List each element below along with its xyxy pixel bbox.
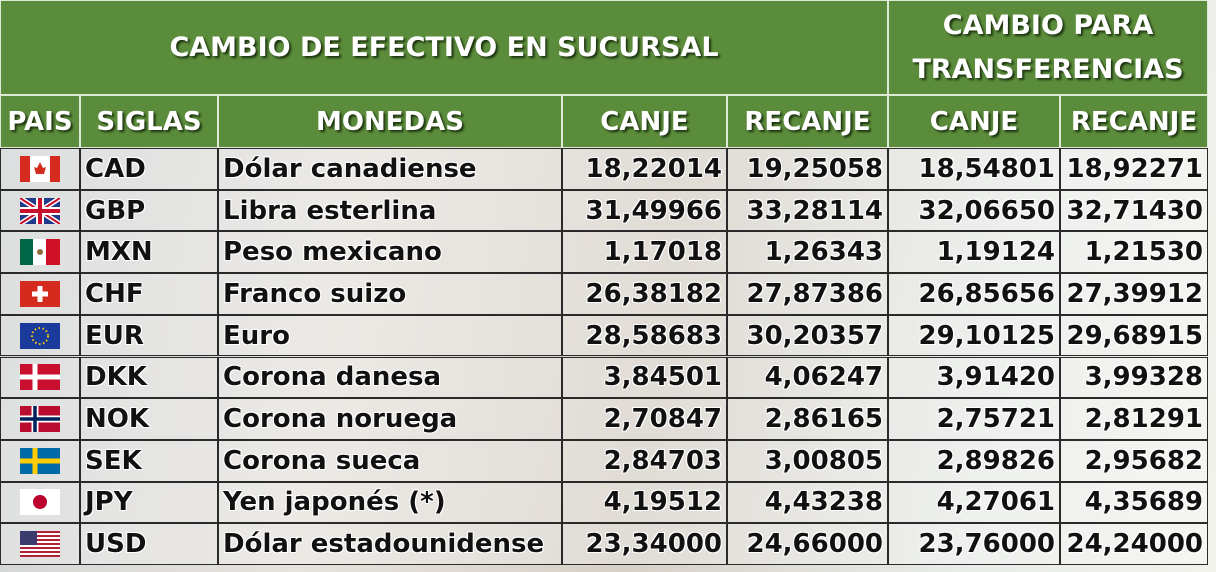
flag bbox=[20, 489, 60, 516]
rate-value: 4,27061 bbox=[888, 481, 1060, 524]
flag bbox=[20, 322, 60, 349]
rate-value: 2,81291 bbox=[1060, 398, 1208, 440]
rate-value: 1,26343 bbox=[727, 231, 888, 274]
column-header: RECANJE bbox=[1060, 95, 1208, 148]
flag-icon bbox=[0, 523, 80, 565]
flag-icon bbox=[0, 231, 80, 274]
currency-name: Corona noruega bbox=[218, 398, 562, 440]
rate-value: 29,10125 bbox=[888, 314, 1060, 357]
flag-icon bbox=[0, 314, 80, 357]
rate-value: 3,84501 bbox=[562, 356, 727, 399]
rate-value: 1,17018 bbox=[562, 231, 727, 274]
rate-value: 26,38182 bbox=[562, 273, 727, 315]
rate-value: 18,22014 bbox=[562, 148, 727, 190]
currency-name: Dólar canadiense bbox=[218, 148, 562, 190]
flag bbox=[20, 364, 60, 391]
currency-name: Dólar estadounidense bbox=[218, 523, 562, 565]
rate-value: 30,20357 bbox=[727, 314, 888, 357]
rate-value: 2,89826 bbox=[888, 439, 1060, 482]
currency-code: NOK bbox=[80, 398, 218, 440]
rate-value: 19,25058 bbox=[727, 148, 888, 190]
currency-code: EUR bbox=[80, 314, 218, 357]
currency-name: Corona danesa bbox=[218, 356, 562, 399]
rate-value: 31,49966 bbox=[562, 189, 727, 232]
flag-icon bbox=[0, 189, 80, 232]
flag-icon bbox=[0, 398, 80, 440]
rate-value: 24,66000 bbox=[727, 523, 888, 565]
column-header: CANJE bbox=[888, 95, 1060, 148]
section-title: CAMBIO DE EFECTIVO EN SUCURSAL bbox=[0, 0, 888, 95]
rate-value: 18,92271 bbox=[1060, 148, 1208, 190]
currency-code: CAD bbox=[80, 148, 218, 190]
flag-icon bbox=[0, 481, 80, 524]
rate-value: 3,99328 bbox=[1060, 356, 1208, 399]
currency-name: Peso mexicano bbox=[218, 231, 562, 274]
flag-icon bbox=[0, 148, 80, 190]
column-header: PAIS bbox=[0, 95, 80, 148]
currency-name: Euro bbox=[218, 314, 562, 357]
rate-value: 1,19124 bbox=[888, 231, 1060, 274]
column-header: SIGLAS bbox=[80, 95, 218, 148]
rate-value: 3,91420 bbox=[888, 356, 1060, 399]
flag bbox=[20, 197, 60, 224]
column-header: RECANJE bbox=[727, 95, 888, 148]
rate-value: 2,84703 bbox=[562, 439, 727, 482]
rate-value: 4,19512 bbox=[562, 481, 727, 524]
rate-value: 28,58683 bbox=[562, 314, 727, 357]
rate-value: 32,06650 bbox=[888, 189, 1060, 232]
currency-code: SEK bbox=[80, 439, 218, 482]
rate-value: 33,28114 bbox=[727, 189, 888, 232]
rate-value: 18,54801 bbox=[888, 148, 1060, 190]
flag-icon bbox=[0, 273, 80, 315]
flag bbox=[20, 447, 60, 474]
rate-value: 2,95682 bbox=[1060, 439, 1208, 482]
currency-name: Franco suizo bbox=[218, 273, 562, 315]
rate-value: 23,76000 bbox=[888, 523, 1060, 565]
flag bbox=[20, 406, 60, 433]
section-title: CAMBIO PARA TRANSFERENCIAS bbox=[888, 0, 1208, 95]
rate-value: 2,86165 bbox=[727, 398, 888, 440]
rate-value: 27,87386 bbox=[727, 273, 888, 315]
rate-value: 2,75721 bbox=[888, 398, 1060, 440]
rate-value: 32,71430 bbox=[1060, 189, 1208, 232]
rate-value: 27,39912 bbox=[1060, 273, 1208, 315]
flag-icon bbox=[0, 356, 80, 399]
rate-value: 4,35689 bbox=[1060, 481, 1208, 524]
rate-value: 26,85656 bbox=[888, 273, 1060, 315]
column-header: CANJE bbox=[562, 95, 727, 148]
flag bbox=[20, 155, 60, 182]
currency-name: Yen japonés (*) bbox=[218, 481, 562, 524]
rate-value: 3,00805 bbox=[727, 439, 888, 482]
currency-code: MXN bbox=[80, 231, 218, 274]
rate-value: 29,68915 bbox=[1060, 314, 1208, 357]
flag bbox=[20, 280, 60, 307]
currency-code: DKK bbox=[80, 356, 218, 399]
flag bbox=[20, 531, 60, 558]
currency-code: GBP bbox=[80, 189, 218, 232]
rate-value: 2,70847 bbox=[562, 398, 727, 440]
rate-value: 24,24000 bbox=[1060, 523, 1208, 565]
rate-value: 1,21530 bbox=[1060, 231, 1208, 274]
currency-code: JPY bbox=[80, 481, 218, 524]
rate-value: 23,34000 bbox=[562, 523, 727, 565]
rate-value: 4,43238 bbox=[727, 481, 888, 524]
currency-name: Libra esterlina bbox=[218, 189, 562, 232]
currency-name: Corona sueca bbox=[218, 439, 562, 482]
column-header: MONEDAS bbox=[218, 95, 562, 148]
flag-icon bbox=[0, 439, 80, 482]
currency-code: USD bbox=[80, 523, 218, 565]
flag bbox=[20, 239, 60, 266]
rate-value: 4,06247 bbox=[727, 356, 888, 399]
currency-code: CHF bbox=[80, 273, 218, 315]
